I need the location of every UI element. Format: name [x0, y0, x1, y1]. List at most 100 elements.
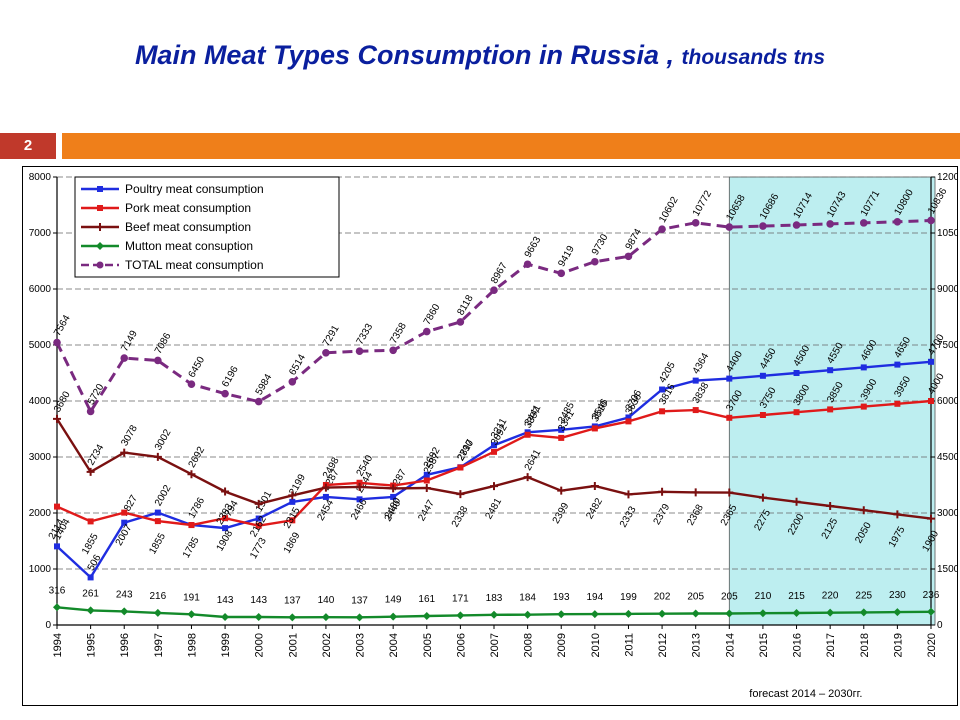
data-label-beef: 3078 [119, 423, 140, 448]
y2-axis-tick-label: 9000 [937, 284, 957, 295]
data-point-poultry [87, 574, 94, 581]
data-point-poultry [222, 525, 229, 532]
data-point-poultry [558, 426, 565, 433]
data-point-poultry [928, 358, 934, 365]
y2-axis-tick-label: 6000 [937, 396, 957, 407]
data-label-pork: 1855 [80, 531, 101, 556]
data-label-beef: 2315 [282, 505, 303, 530]
y-axis-tick-label: 7000 [29, 228, 52, 239]
data-point-total [86, 407, 95, 416]
x-axis-tick-label: 2008 [523, 633, 535, 657]
data-label-beef: 2162 [248, 514, 269, 539]
legend-marker-poultry [97, 186, 103, 192]
data-label-pork: 1869 [282, 530, 303, 555]
data-label-beef: 2379 [652, 502, 673, 527]
data-point-total [154, 356, 162, 365]
data-label-beef: 3680 [52, 389, 73, 414]
data-point-beef [658, 487, 667, 496]
data-point-pork [625, 418, 632, 425]
data-point-beef [893, 510, 902, 519]
data-label-total: 9419 [556, 244, 577, 269]
data-point-mutton [490, 610, 498, 619]
data-point-poultry [793, 370, 800, 376]
data-label-total: 10602 [657, 195, 681, 225]
data-point-beef [557, 486, 566, 495]
data-point-pork [524, 431, 531, 438]
data-point-mutton [523, 610, 532, 619]
data-point-mutton [624, 609, 633, 618]
data-point-beef [321, 483, 330, 492]
data-point-total [691, 219, 700, 227]
data-label-mutton: 236 [923, 590, 940, 601]
y-axis-tick-label: 0 [45, 620, 51, 631]
x-axis-tick-label: 2014 [724, 633, 736, 657]
data-label-total: 9663 [523, 235, 544, 260]
data-point-pork [255, 522, 262, 529]
data-point-total [826, 220, 834, 228]
data-point-mutton [927, 607, 935, 616]
data-label-total: 7333 [355, 322, 376, 347]
x-axis-tick-label: 2006 [455, 633, 467, 657]
data-label-total: 10772 [691, 188, 715, 218]
series-line-total [55, 219, 932, 415]
data-point-mutton [153, 608, 162, 617]
data-point-pork [692, 407, 699, 414]
data-label-pork: 1785 [181, 535, 202, 560]
data-point-pork [289, 517, 296, 524]
legend-marker-mutton [96, 242, 104, 250]
data-point-poultry [894, 361, 901, 368]
title-main: Main Meat Types Consumption in Russia , [134, 40, 675, 70]
data-point-pork [659, 408, 666, 415]
data-label-mutton: 137 [351, 595, 368, 606]
y-axis-tick-label: 2000 [29, 508, 52, 519]
data-label-pork: 1773 [248, 536, 269, 561]
data-point-poultry [356, 496, 363, 503]
data-point-pork [356, 479, 363, 486]
data-label-pork: 1855 [147, 531, 168, 556]
x-axis-tick-label: 2011 [623, 633, 635, 657]
data-label-total: 7291 [321, 323, 342, 348]
data-point-beef [826, 502, 835, 510]
data-point-pork [222, 515, 229, 522]
x-axis-tick-label: 2016 [792, 633, 804, 657]
data-label-pork: 3838 [691, 380, 712, 405]
data-point-poultry [154, 509, 161, 516]
y2-axis-tick-label: 0 [937, 620, 943, 631]
data-label-poultry: 2002 [153, 483, 174, 508]
data-point-total [759, 222, 767, 230]
data-point-mutton [691, 609, 700, 618]
data-point-pork [591, 425, 598, 432]
legend-label-mutton: Mutton meat consuption [125, 239, 253, 253]
x-axis-tick-label: 1999 [220, 633, 232, 657]
data-point-total [221, 389, 229, 398]
data-label-poultry: 4205 [657, 360, 678, 385]
x-axis-tick-label: 1995 [86, 633, 98, 657]
data-label-pork: 1908 [215, 528, 236, 553]
y-axis-tick-label: 4000 [29, 396, 52, 407]
data-point-poultry [759, 372, 766, 379]
data-label-total: 7564 [52, 313, 73, 338]
data-point-poultry [121, 519, 128, 526]
data-point-poultry [289, 498, 296, 505]
data-label-mutton: 143 [217, 595, 234, 606]
data-point-mutton [187, 610, 196, 619]
data-point-poultry [827, 367, 834, 374]
data-label-mutton: 316 [49, 585, 66, 596]
data-point-total [120, 354, 129, 362]
x-axis-tick-label: 2020 [926, 633, 938, 657]
data-point-beef [288, 491, 297, 500]
data-label-beef: 3002 [153, 427, 174, 452]
data-point-total [658, 225, 666, 233]
data-point-pork [87, 518, 94, 525]
data-point-mutton [288, 613, 297, 622]
data-point-total [927, 216, 935, 225]
data-point-beef [691, 488, 700, 497]
y2-axis-tick-label: 10500 [937, 228, 957, 239]
x-axis-tick-label: 2005 [422, 633, 434, 657]
data-point-beef [490, 482, 498, 491]
data-point-mutton [120, 607, 129, 616]
data-label-mutton: 199 [620, 592, 637, 603]
data-point-pork [928, 398, 934, 404]
data-point-pork [759, 412, 766, 418]
data-point-total [187, 380, 196, 388]
